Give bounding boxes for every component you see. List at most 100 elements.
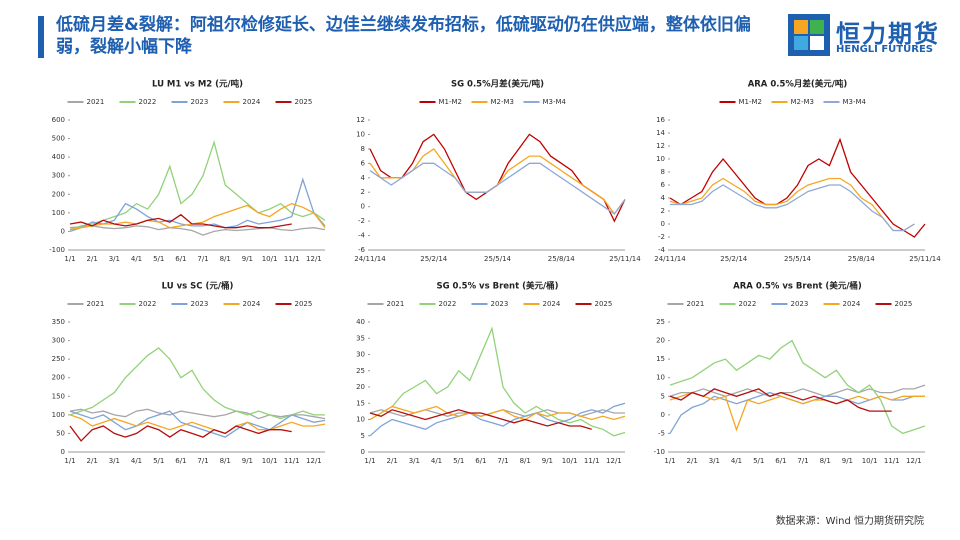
legend-label: M3-M4 [843, 98, 867, 106]
x-tick-label: 8/1 [220, 255, 231, 263]
x-tick-label: 6/1 [775, 457, 786, 465]
x-tick-label: 4/1 [131, 457, 142, 465]
legend-label: M1-M2 [439, 98, 463, 106]
y-tick-label: 5 [361, 432, 365, 440]
x-tick-label: 11/1 [584, 457, 600, 465]
logo-name-en: HENGLI FUTURES [836, 44, 933, 55]
x-tick-label: 4/1 [731, 457, 742, 465]
y-tick-label: 2 [661, 207, 665, 215]
x-tick-label: 12/1 [306, 255, 322, 263]
x-tick-label: 1/1 [64, 255, 75, 263]
series-line [69, 213, 292, 229]
chart-title: ARA 0.5% vs Brent (美元/桶) [733, 281, 862, 292]
x-tick-label: 8/1 [220, 457, 231, 465]
y-tick-label: -5 [658, 429, 665, 437]
logo-name: 恒力期货 [836, 20, 940, 48]
x-tick-label: 25/11/14 [909, 255, 941, 263]
x-tick-label: 12/1 [906, 457, 922, 465]
series-line [369, 162, 626, 215]
legend-label: 2021 [387, 300, 405, 308]
slide-title: 低硫月差&裂解：阿祖尔检修延长、边佳兰继续发布招标，低硫驱动仍在供应端，整体依旧… [56, 15, 751, 57]
x-tick-label: 6/1 [475, 457, 486, 465]
x-tick-label: 25/5/14 [484, 255, 512, 263]
y-tick-label: 300 [52, 337, 65, 345]
series-line [669, 384, 926, 397]
x-tick-label: 6/1 [175, 457, 186, 465]
y-tick-label: 0 [361, 203, 365, 211]
x-tick-label: 10/1 [262, 457, 278, 465]
x-tick-label: 2/1 [387, 457, 398, 465]
y-tick-label: -2 [358, 217, 365, 225]
x-tick-label: 9/1 [842, 457, 853, 465]
chart-title: LU M1 vs M2 (元/吨) [152, 79, 243, 90]
x-tick-label: 11/1 [284, 457, 300, 465]
x-tick-label: 3/1 [109, 255, 120, 263]
y-tick-label: 12 [656, 142, 665, 150]
x-tick-label: 9/1 [542, 457, 553, 465]
y-tick-label: 8 [361, 145, 365, 153]
y-tick-label: 0 [661, 220, 665, 228]
x-tick-label: 7/1 [497, 457, 508, 465]
x-tick-label: 11/1 [884, 457, 900, 465]
legend-label: 2023 [191, 300, 209, 308]
x-tick-label: 8/1 [520, 457, 531, 465]
x-tick-label: 10/1 [562, 457, 578, 465]
x-tick-label: 12/1 [306, 457, 322, 465]
y-tick-label: -100 [49, 246, 65, 254]
x-tick-label: 25/8/14 [548, 255, 576, 263]
y-tick-label: 100 [52, 411, 65, 419]
y-tick-label: 6 [661, 181, 666, 189]
series-line [369, 405, 626, 421]
series-line [369, 402, 626, 437]
series-line [69, 414, 326, 435]
legend-label: 2022 [139, 98, 157, 106]
x-tick-label: 7/1 [797, 457, 808, 465]
series-line [69, 177, 326, 233]
y-tick-label: 4 [361, 174, 366, 182]
x-tick-label: 5/1 [753, 457, 764, 465]
y-tick-label: 5 [661, 392, 665, 400]
series-line [669, 177, 915, 232]
y-tick-label: -4 [658, 246, 666, 254]
legend-label: M3-M4 [543, 98, 567, 106]
x-tick-label: 25/2/14 [420, 255, 448, 263]
y-tick-label: 35 [356, 334, 365, 342]
legend-label: 2025 [295, 98, 313, 106]
x-tick-label: 1/1 [364, 457, 375, 465]
chart-title: SG 0.5%月差(美元/吨) [451, 79, 544, 90]
x-tick-label: 8/1 [820, 457, 831, 465]
x-tick-label: 24/11/14 [654, 255, 686, 263]
x-tick-label: 9/1 [242, 457, 253, 465]
legend-label: 2024 [843, 300, 861, 308]
series-line [69, 410, 326, 438]
series-line [69, 140, 326, 231]
x-tick-label: 4/1 [131, 255, 142, 263]
x-tick-label: 5/1 [153, 255, 164, 263]
legend-label: 2025 [895, 300, 913, 308]
y-tick-label: 15 [656, 355, 665, 363]
y-tick-label: 50 [56, 429, 65, 437]
y-tick-label: -10 [654, 448, 665, 456]
legend-label: 2023 [791, 300, 809, 308]
y-tick-label: 8 [661, 168, 665, 176]
chart-title: ARA 0.5%月差(美元/吨) [748, 79, 848, 90]
y-tick-label: 16 [656, 116, 665, 124]
y-tick-label: -6 [358, 246, 366, 254]
series-line [69, 425, 292, 442]
y-tick-label: 6 [361, 159, 366, 167]
x-tick-label: 3/1 [709, 457, 720, 465]
y-tick-label: 0 [361, 448, 365, 456]
series-line [669, 137, 926, 238]
x-tick-label: 25/2/14 [720, 255, 748, 263]
legend-label: 2025 [595, 300, 613, 308]
chart-title: LU vs SC (元/桶) [162, 281, 234, 292]
x-tick-label: 25/5/14 [784, 255, 812, 263]
y-tick-label: 350 [52, 318, 65, 326]
x-tick-label: 10/1 [862, 457, 878, 465]
legend-label: 2024 [243, 300, 261, 308]
x-tick-label: 1/1 [64, 457, 75, 465]
x-tick-label: 12/1 [606, 457, 622, 465]
y-tick-label: 25 [356, 367, 365, 375]
